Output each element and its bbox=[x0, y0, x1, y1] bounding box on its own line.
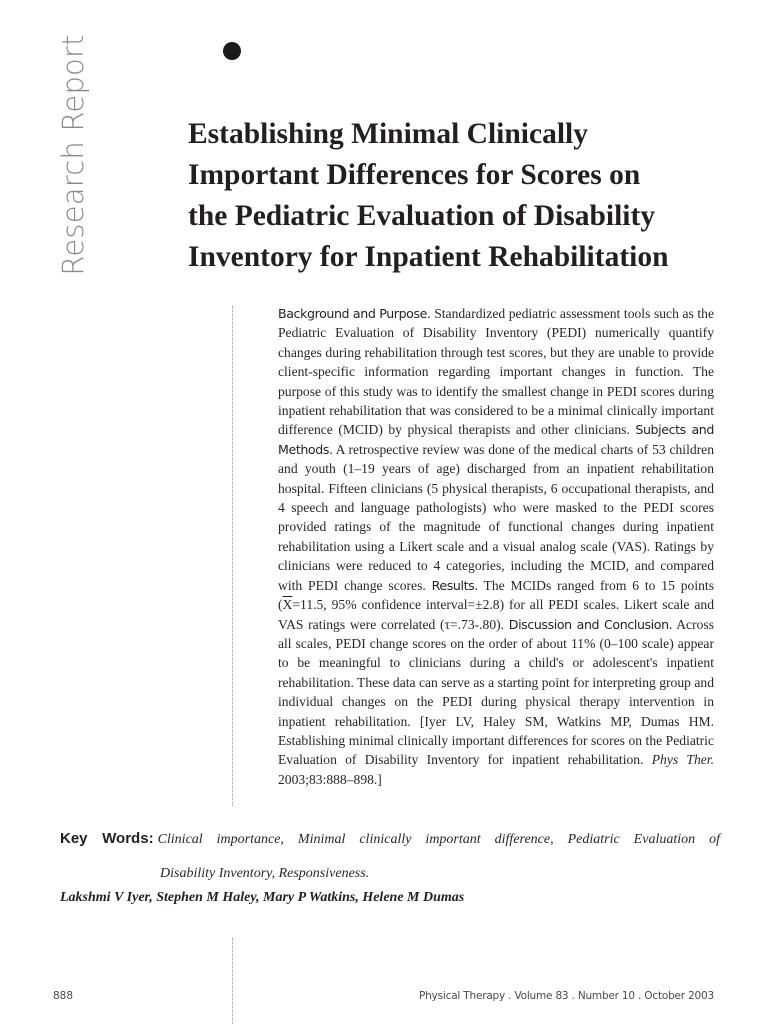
mean-symbol: X bbox=[282, 597, 293, 613]
abstract-heading-methods: Subjects and Methods. bbox=[278, 422, 714, 457]
title-line: Establishing Minimal Clinically bbox=[188, 118, 588, 150]
keywords-line: Key Words: Clinical importance, Minimal c… bbox=[60, 822, 720, 857]
abstract-discussion-text: Across all scales, PEDI change scores on… bbox=[278, 616, 714, 768]
bullet-dot-icon bbox=[223, 42, 241, 60]
title-line: Important Differences for Scores on bbox=[188, 159, 641, 191]
title-line: the Pediatric Evaluation of Disability bbox=[188, 200, 656, 232]
citation-journal: Phys Ther. bbox=[651, 752, 714, 768]
abstract-heading-discussion: Discussion and Conclusion. bbox=[508, 616, 673, 632]
abstract: Background and Purpose. Standardized ped… bbox=[278, 304, 714, 789]
journal-info: Physical Therapy . Volume 83 . Number 10… bbox=[419, 990, 714, 1002]
authors: Lakshmi V Iyer, Stephen M Haley, Mary P … bbox=[60, 890, 465, 905]
keywords: Key Words: Clinical importance, Minimal c… bbox=[60, 822, 720, 891]
dotted-divider bbox=[232, 306, 233, 806]
keywords-label: Key Words: bbox=[60, 830, 154, 847]
citation-details: 2003;83:888–898.] bbox=[278, 771, 382, 787]
abstract-results-text: The MCIDs ranged from 6 to 15 points ( bbox=[278, 577, 714, 613]
section-label-text: Research Report bbox=[56, 34, 90, 276]
section-label: Research Report bbox=[52, 34, 94, 275]
abstract-results-text: =11.5, 95% confidence interval=±2.8) for… bbox=[278, 597, 714, 632]
dotted-divider bbox=[232, 938, 233, 1024]
abstract-methods-text: A retrospective review was done of the m… bbox=[278, 441, 714, 593]
title-line: Inventory for Inpatient Rehabilitation bbox=[188, 241, 669, 273]
keywords-list: Clinical importance, Minimal clinically … bbox=[157, 832, 720, 847]
abstract-heading-background: Background and Purpose. bbox=[278, 306, 431, 321]
abstract-background-text: Standardized pediatric assessment tools … bbox=[278, 306, 715, 438]
article-title: Establishing Minimal Clinically Importan… bbox=[188, 114, 748, 278]
page-number: 888 bbox=[53, 990, 74, 1002]
abstract-heading-results: Results. bbox=[431, 577, 479, 593]
keywords-list-continued: Disability Inventory, Responsiveness. bbox=[160, 866, 370, 881]
